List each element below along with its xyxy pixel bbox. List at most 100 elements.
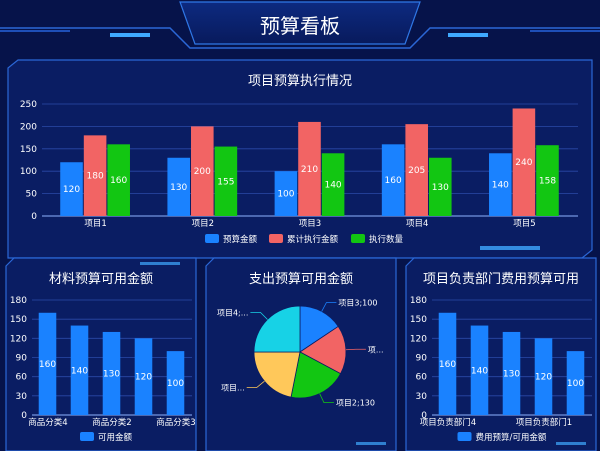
bar: [470, 325, 489, 415]
y-tick-label: 60: [16, 373, 28, 383]
bar-value-label: 130: [432, 183, 449, 193]
expense-chart-title: 支出预算可用金额: [249, 271, 353, 287]
bar-value-label: 140: [71, 366, 88, 376]
bar: [166, 351, 185, 415]
y-tick-label: 30: [16, 392, 28, 402]
expense-chart: 项目3;100 项... 项目2;130 项目... 项目4;...: [217, 299, 384, 408]
y-tick-label: 150: [410, 315, 427, 325]
y-tick-label: 150: [10, 315, 27, 325]
y-tick-label: 250: [20, 100, 37, 110]
bar-value-label: 100: [167, 379, 184, 389]
x-tick-label: 项目4: [406, 219, 428, 229]
bar-value-label: 140: [324, 181, 341, 191]
main-chart-title: 项目预算执行情况: [248, 74, 352, 89]
bar-value-label: 140: [492, 181, 509, 191]
legend-swatch: [457, 432, 472, 441]
bar-value-label: 130: [103, 369, 120, 379]
y-tick-label: 100: [20, 167, 37, 177]
bar: [512, 108, 536, 216]
bar-value-label: 120: [63, 185, 80, 195]
legend-swatch: [80, 432, 94, 441]
bar: [489, 153, 512, 216]
bar: [167, 157, 191, 216]
y-tick-label: 0: [421, 411, 427, 421]
bar: [298, 121, 321, 216]
pie-slice: [290, 351, 342, 399]
legend-swatch: [351, 234, 365, 243]
bar: [38, 312, 57, 415]
bar-value-label: 160: [439, 360, 456, 370]
bar: [214, 146, 238, 216]
bar: [102, 331, 121, 415]
bar-value-label: 205: [408, 166, 425, 176]
x-tick-label: 商品分类4: [28, 417, 67, 428]
y-tick-label: 90: [416, 354, 428, 364]
bar-value-label: 210: [301, 165, 318, 175]
y-tick-label: 120: [410, 334, 427, 344]
y-tick-label: 50: [26, 190, 38, 200]
bar-value-label: 140: [471, 366, 488, 376]
pie-slice: [299, 325, 347, 375]
pie-leader-line: [321, 302, 337, 312]
y-tick-label: 180: [410, 296, 427, 306]
bar: [381, 144, 405, 216]
legend-label: 累计执行金额: [287, 234, 339, 245]
panel-expense: 支出预算可用金额 项目3;100 项... 项目2;130 项目... 项目4;...: [205, 257, 397, 451]
bar: [438, 312, 457, 415]
bar-value-label: 100: [567, 379, 584, 389]
bar: [536, 145, 559, 216]
bar-value-label: 130: [503, 369, 520, 379]
bar-value-label: 160: [385, 176, 402, 186]
legend-swatch: [269, 234, 283, 243]
y-tick-label: 60: [416, 373, 428, 383]
legend-label: 预算金额: [223, 234, 258, 245]
y-tick-label: 180: [10, 296, 27, 306]
legend-label: 执行数量: [369, 234, 404, 245]
bar-value-label: 180: [87, 172, 104, 182]
pie-label: 项目4;...: [217, 308, 248, 317]
header: 预算看板: [0, 1, 600, 49]
y-tick-label: 120: [10, 334, 27, 344]
y-tick-label: 200: [20, 122, 37, 132]
bar-value-label: 158: [539, 177, 556, 187]
page-title: 预算看板: [260, 14, 340, 38]
material-chart: 0 30 60 90 120 150 180 商品分类4 160 140 商品分类2 130 120 商品…: [10, 296, 196, 443]
x-tick-label: 商品分类2: [92, 417, 131, 428]
y-tick-label: 90: [16, 354, 28, 364]
bar-value-label: 240: [515, 158, 532, 168]
bar-value-label: 120: [535, 373, 552, 383]
bar: [566, 351, 585, 415]
bar: [274, 171, 298, 216]
x-tick-label: 项目1: [84, 219, 106, 229]
bar: [321, 153, 345, 216]
bar: [134, 338, 153, 415]
dept-chart: 0 30 60 90 120 150 180 项目负责部门4 160 140 130 项目负责部门1 1…: [410, 296, 592, 443]
pie-label: 项目3;100: [338, 299, 377, 308]
bar: [534, 338, 553, 415]
bar: [70, 325, 89, 415]
bar: [502, 331, 521, 415]
x-tick-label: 项目5: [513, 219, 535, 229]
bar-value-label: 155: [217, 177, 234, 187]
pie-leader-line: [319, 393, 334, 404]
legend-label: 费用预算/可用金额: [476, 432, 547, 443]
bar-value-label: 160: [110, 176, 127, 186]
y-tick-label: 150: [20, 145, 37, 155]
pie-slice: [253, 351, 301, 398]
panel-material: 材料预算可用金额 0 30 60 90 120 150 180 商品分类4 160 140 商品分类…: [5, 257, 197, 451]
pie-label: 项目...: [221, 384, 245, 393]
x-tick-label: 项目负责部门1: [516, 417, 572, 428]
bar-value-label: 130: [170, 183, 187, 193]
bar: [405, 124, 428, 216]
y-tick-label: 30: [416, 392, 428, 402]
legend-swatch: [205, 234, 219, 243]
bar-value-label: 160: [39, 360, 56, 370]
pie-label: 项目2;130: [336, 399, 375, 408]
legend-label: 可用金额: [98, 432, 133, 443]
pie-slice: [253, 305, 301, 353]
bar-value-label: 200: [194, 167, 211, 177]
bar: [428, 157, 452, 216]
dept-chart-title: 项目负责部门费用预算可用: [423, 272, 579, 287]
pie-leader-line: [250, 312, 268, 320]
